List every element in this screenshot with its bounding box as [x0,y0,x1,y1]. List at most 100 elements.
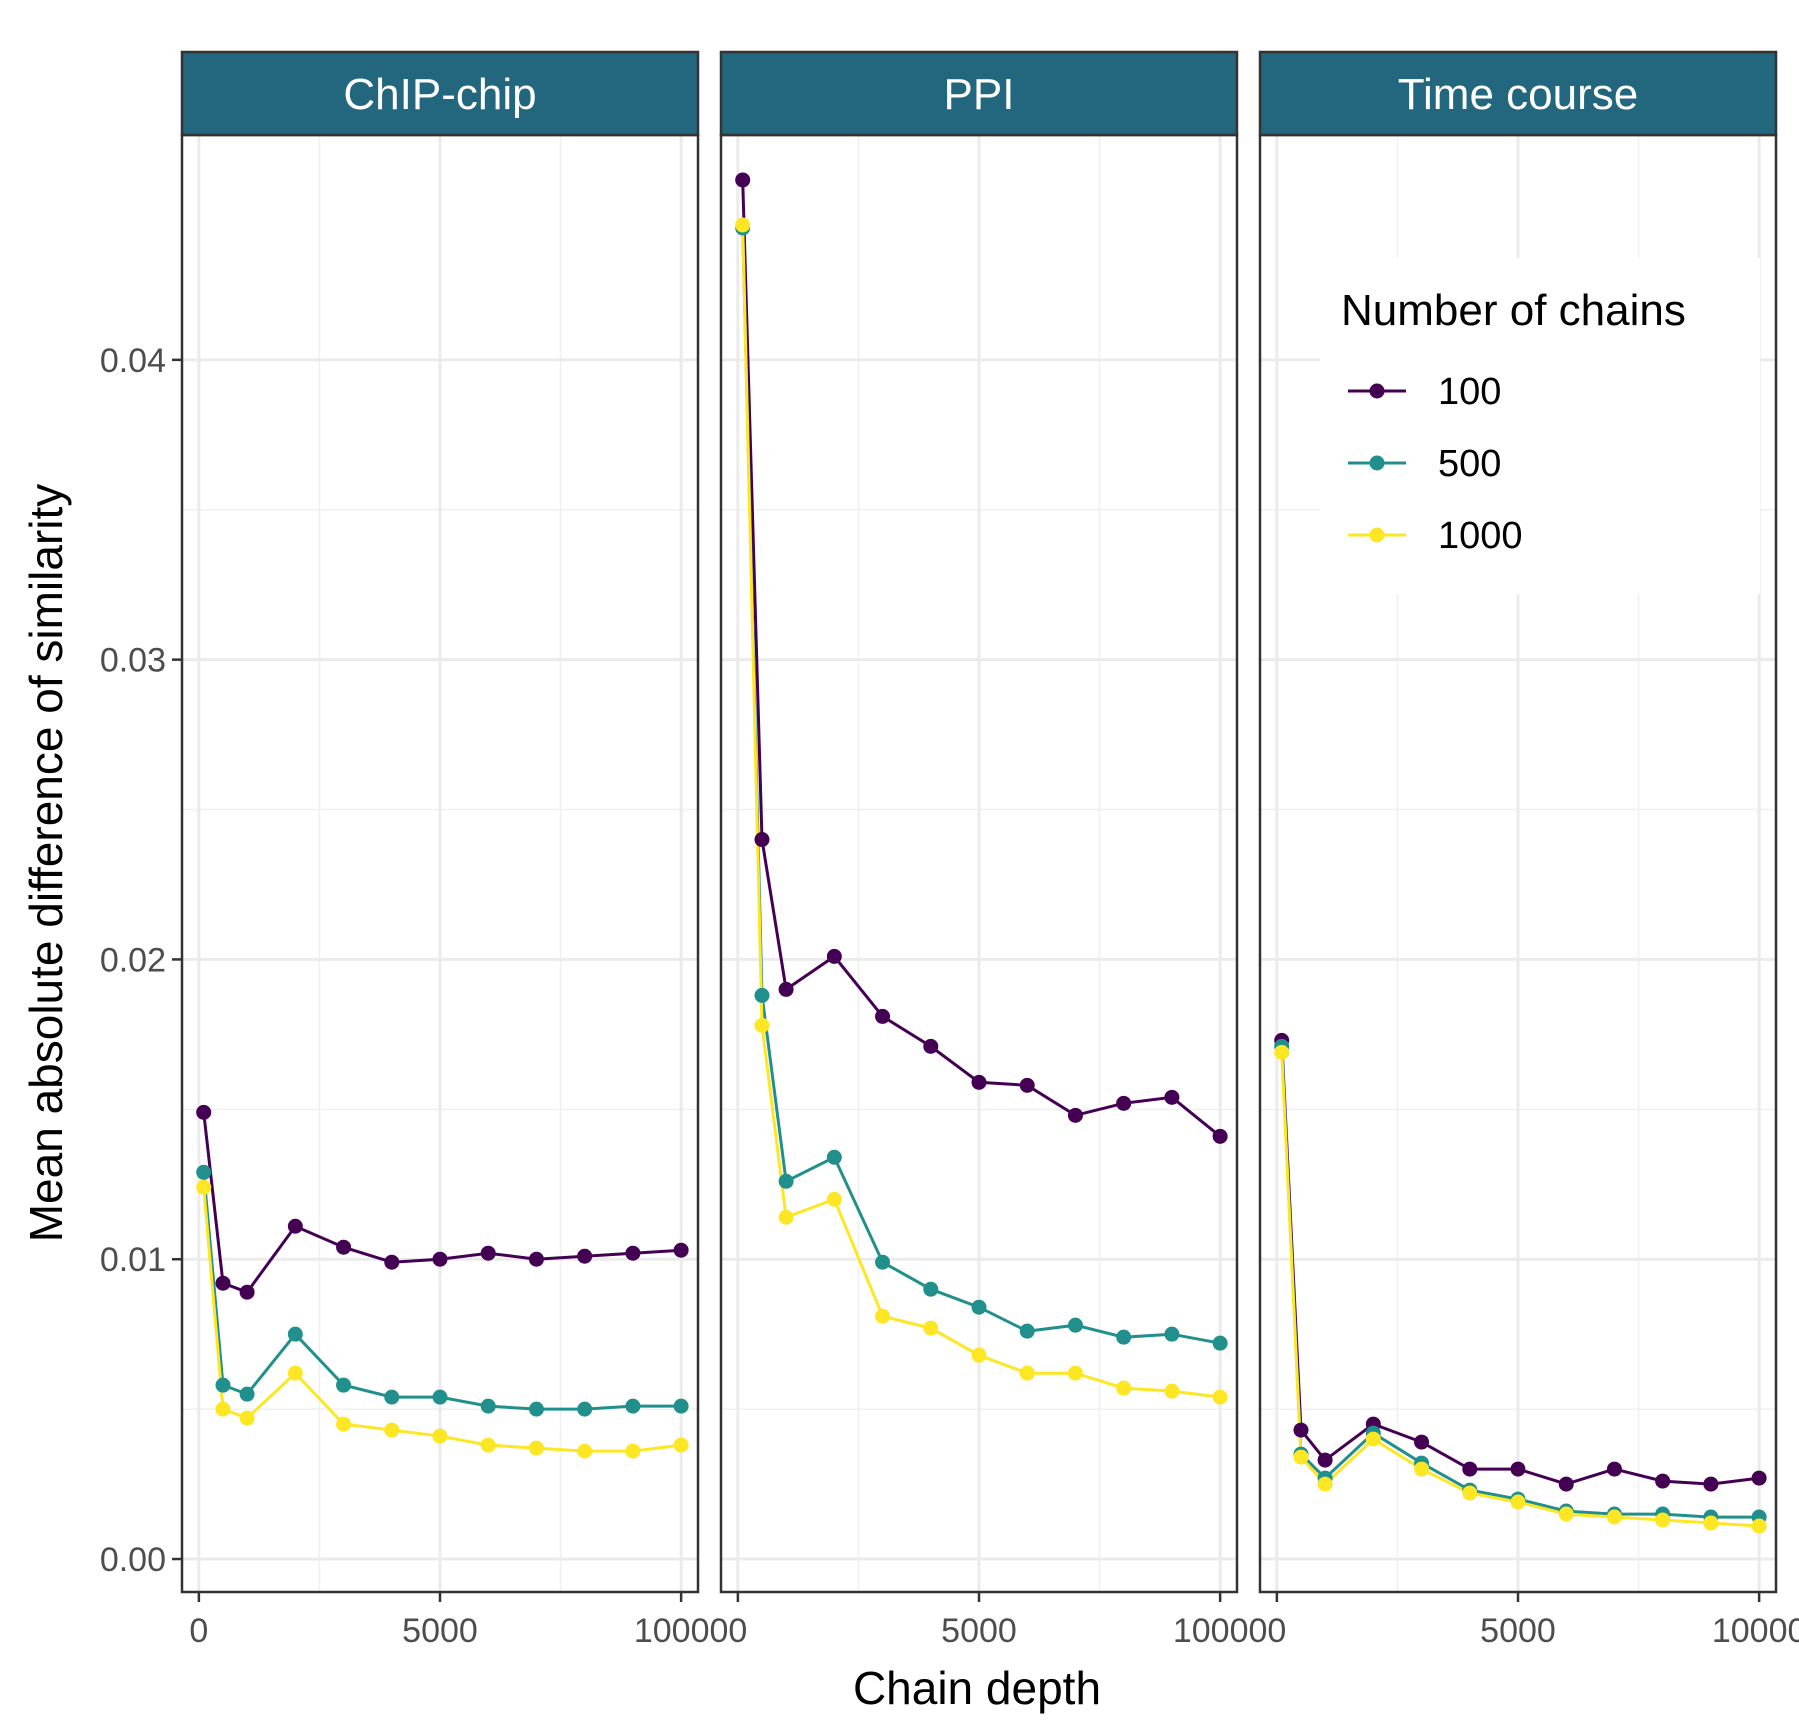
data-point-500 [196,1164,212,1180]
x-axis-title: Chain depth [853,1662,1101,1714]
data-point-1000 [1019,1365,1035,1381]
data-point-1000 [480,1437,496,1453]
x-tick-label: 0 [728,1612,747,1650]
y-tick-label: 0.02 [100,941,166,979]
data-point-1000 [239,1410,255,1426]
data-point-500 [778,1173,794,1189]
data-point-100 [625,1245,641,1261]
data-point-1000 [577,1443,593,1459]
data-point-500 [625,1398,641,1414]
x-tick-label: 10000 [1712,1612,1799,1650]
data-point-1000 [1510,1494,1526,1510]
data-point-500 [528,1401,544,1417]
y-axis-title: Mean absolute difference of similarity [20,484,72,1243]
data-point-100 [239,1284,255,1300]
y-tick-label: 0.03 [100,642,166,680]
data-point-100 [1751,1470,1767,1486]
panel-chip-chip: ChIP-chip 0 5000 10000 0.00 0.01 0.02 0.03 0.04 [100,50,728,1650]
data-point-1000 [1212,1389,1228,1405]
x-tick-label: 0 [1267,1612,1286,1650]
data-point-1000 [1558,1506,1574,1522]
data-point-1000 [336,1416,352,1432]
data-point-1000 [735,217,751,233]
facet-strip-label: Time course [1398,70,1638,119]
data-point-100 [754,832,770,848]
data-point-100 [432,1251,448,1267]
data-point-100 [1317,1452,1333,1468]
legend-key-point-1000 [1369,527,1385,543]
data-point-100 [1067,1107,1083,1123]
legend-label-500: 500 [1438,443,1501,485]
data-point-1000 [778,1209,794,1225]
series-line-100 [741,179,1222,1138]
data-point-1000 [754,1017,770,1033]
facet-strip-label: ChIP-chip [343,70,536,119]
legend-title: Number of chains [1341,286,1686,335]
data-point-500 [239,1386,255,1402]
data-point-500 [1212,1335,1228,1351]
data-point-1000 [923,1320,939,1336]
data-point-1000 [1293,1449,1309,1465]
data-point-1000 [1414,1461,1430,1477]
data-point-500 [1067,1317,1083,1333]
data-point-1000 [215,1401,231,1417]
data-point-500 [287,1326,303,1342]
data-point-1000 [1365,1431,1381,1447]
data-point-500 [1116,1329,1132,1345]
data-point-100 [1116,1095,1132,1111]
data-point-100 [1293,1422,1309,1438]
legend-label-100: 100 [1438,371,1501,413]
data-point-500 [432,1389,448,1405]
data-point-100 [735,172,751,188]
x-tick-label: 0 [189,1612,208,1650]
data-point-1000 [196,1179,212,1195]
data-point-500 [875,1254,891,1270]
data-point-1000 [673,1437,689,1453]
data-point-100 [1462,1461,1478,1477]
data-point-100 [1558,1476,1574,1492]
data-point-1000 [1067,1365,1083,1381]
data-point-100 [1212,1128,1228,1144]
data-point-100 [528,1251,544,1267]
data-point-500 [826,1149,842,1165]
data-point-100 [778,981,794,997]
data-point-1000 [971,1347,987,1363]
legend-key-point-500 [1369,455,1385,471]
data-point-100 [875,1008,891,1024]
data-point-100 [215,1275,231,1291]
data-point-1000 [528,1440,544,1456]
data-point-500 [1164,1326,1180,1342]
data-point-1000 [1317,1476,1333,1492]
data-point-100 [287,1218,303,1234]
data-point-100 [480,1245,496,1261]
x-tick-label: 10000 [1173,1612,1268,1650]
data-point-500 [480,1398,496,1414]
data-point-100 [971,1074,987,1090]
data-point-100 [1606,1461,1622,1477]
data-point-1000 [826,1191,842,1207]
data-point-1000 [384,1422,400,1438]
data-point-100 [826,948,842,964]
facet-strip [180,50,700,137]
data-point-100 [673,1242,689,1258]
data-point-500 [1019,1323,1035,1339]
data-point-100 [1164,1089,1180,1105]
data-point-1000 [1655,1512,1671,1528]
y-tick-label: 0.00 [100,1541,166,1579]
panel-ppi: PPI 0 5000 10000 [719,50,1268,1650]
x-tick-label: 5000 [402,1612,478,1650]
data-point-1000 [287,1365,303,1381]
data-point-1000 [1274,1044,1290,1060]
legend: Number of chains 100 500 1000 [1320,258,1760,594]
data-point-500 [971,1299,987,1315]
data-point-100 [577,1248,593,1264]
facet-strip [719,50,1239,137]
facet-strip [1258,50,1778,137]
data-point-100 [1414,1434,1430,1450]
data-point-100 [384,1254,400,1270]
data-point-100 [336,1239,352,1255]
legend-label-1000: 1000 [1438,515,1523,557]
data-point-500 [673,1398,689,1414]
